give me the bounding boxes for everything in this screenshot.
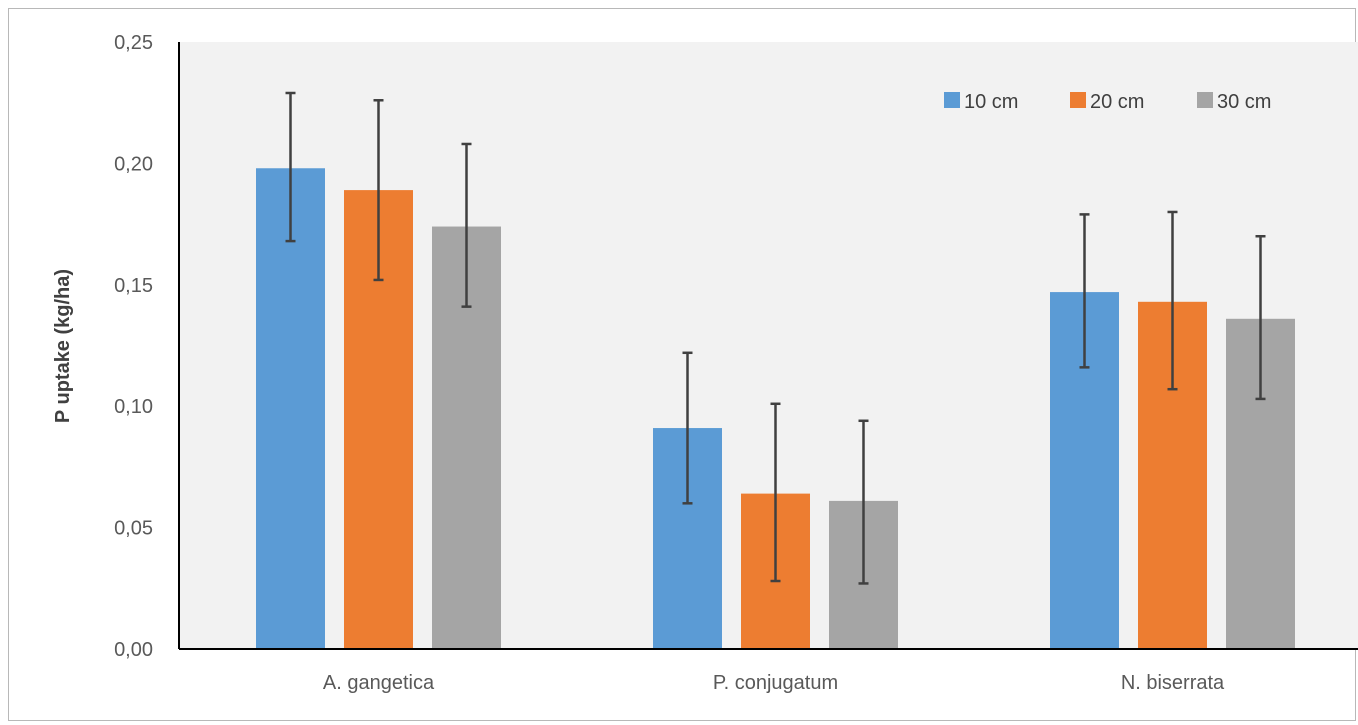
y-tick-label: 0,00: [114, 639, 153, 661]
error-bar: [1255, 234, 1266, 401]
error-bar: [461, 142, 472, 308]
error-bar: [373, 99, 384, 282]
legend-item: 30 cm: [1197, 91, 1271, 113]
y-tick-labels: 0,00 0,05 0,10 0,15 0,20 0,25: [114, 32, 153, 661]
legend: 10 cm 20 cm 30 cm: [944, 91, 1271, 113]
error-bar: [682, 351, 693, 505]
legend-label: 10 cm: [964, 91, 1018, 113]
x-tick-label: P. conjugatum: [713, 672, 838, 694]
y-tick-label: 0,20: [114, 153, 153, 175]
y-tick-label: 0,15: [114, 275, 153, 297]
x-tick-label: A. gangetica: [323, 672, 435, 694]
legend-swatch: [1070, 92, 1086, 108]
x-tick-label: N. biserrata: [1121, 672, 1225, 694]
legend-swatch: [1197, 92, 1213, 108]
error-bar: [770, 402, 781, 583]
y-axis-title: P uptake (kg/ha): [52, 269, 74, 423]
legend-item: 20 cm: [1070, 91, 1144, 113]
legend-item: 10 cm: [944, 91, 1018, 113]
legend-label: 30 cm: [1217, 91, 1271, 113]
error-bars-layer: [285, 91, 1266, 585]
legend-label: 20 cm: [1090, 91, 1144, 113]
error-bar: [1079, 213, 1090, 369]
legend-swatch: [944, 92, 960, 108]
y-tick-label: 0,05: [114, 518, 153, 540]
y-tick-label: 0,25: [114, 32, 153, 54]
x-tick-labels: A. gangetica P. conjugatum N. biserrata: [323, 672, 1225, 694]
y-tick-label: 0,10: [114, 396, 153, 418]
bars-layer: [256, 168, 1295, 650]
error-bar: [1167, 210, 1178, 391]
error-bar: [858, 419, 869, 585]
error-bar: [285, 91, 296, 243]
bar: [256, 168, 325, 650]
